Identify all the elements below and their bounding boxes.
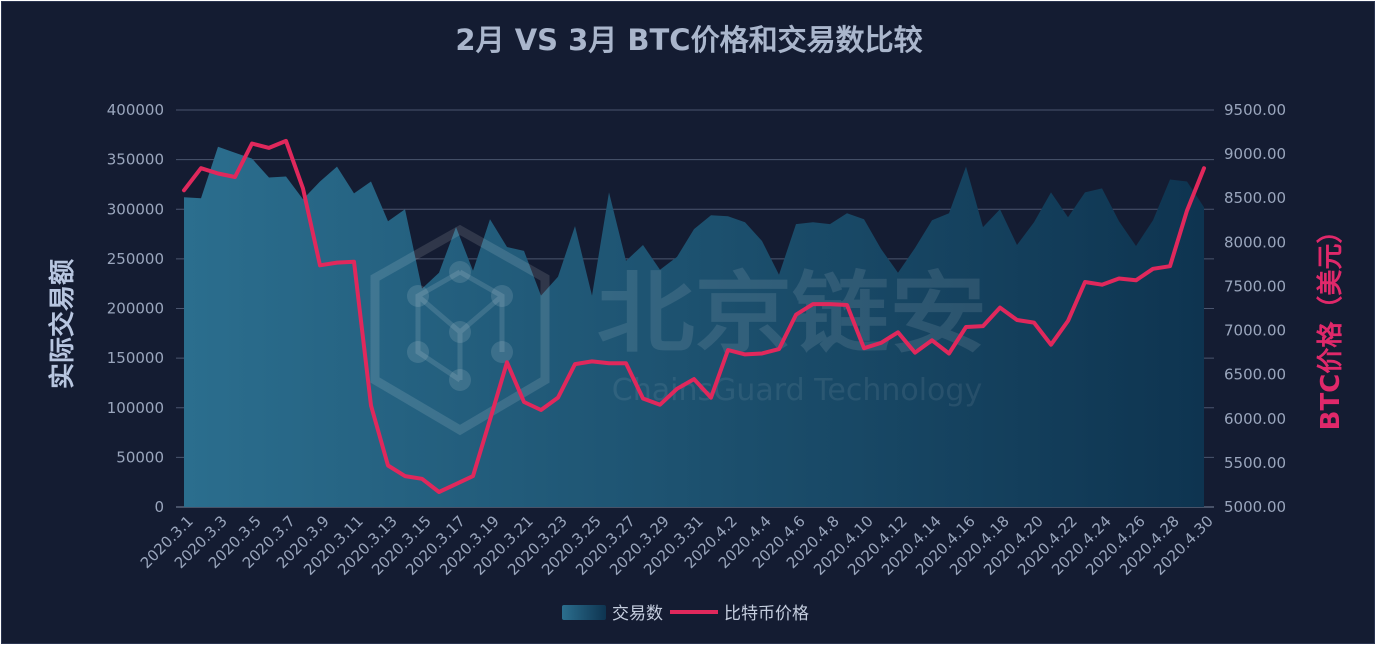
left-tick-label: 300000 — [107, 200, 164, 218]
right-tick-label: 6500.00 — [1224, 366, 1286, 384]
legend-swatch-area — [562, 605, 606, 620]
chart-title: 2月 VS 3月 BTC价格和交易数比较 — [455, 23, 922, 57]
right-tick-label: 9500.00 — [1224, 101, 1286, 119]
right-tick-label: 5000.00 — [1224, 498, 1286, 516]
right-axis-ticks: 5000.00 5500.00 6000.00 6500.00 7000.00 7500.… — [1224, 101, 1286, 516]
legend-label-area: 交易数 — [612, 604, 663, 624]
right-tick-label: 8500.00 — [1224, 189, 1286, 207]
legend-label-line: 比特币价格 — [724, 604, 809, 624]
series-area-transactions — [184, 146, 1204, 507]
watermark: 北京链安 ChainsGuard Technology — [370, 224, 987, 436]
left-tick-label: 50000 — [116, 448, 164, 466]
left-tick-label: 100000 — [107, 399, 164, 417]
right-tick-label: 5500.00 — [1224, 454, 1286, 472]
left-tick-label: 150000 — [107, 349, 164, 367]
right-tick-label: 9000.00 — [1224, 145, 1286, 163]
series-line-btc-price — [182, 138, 1206, 494]
chart-canvas: 2月 VS 3月 BTC价格和交易数比较 北京链安 ChainsGuard Te… — [47, 23, 1346, 624]
right-tick-label: 7000.00 — [1224, 322, 1286, 340]
x-axis-ticks: 2020.3.12020.3.32020.3.52020.3.72020.3.9… — [137, 512, 1217, 579]
series-line-layer — [182, 138, 1206, 494]
right-tick-label: 7500.00 — [1224, 277, 1286, 295]
left-tick-label: 200000 — [107, 300, 164, 318]
left-tick-label: 350000 — [107, 151, 164, 169]
right-tick-label: 8000.00 — [1224, 233, 1286, 251]
right-axis-label: BTC价格（美元） — [1315, 218, 1346, 431]
series-area-layer — [184, 146, 1204, 507]
watermark-name: 北京链安 — [597, 262, 987, 365]
left-axis-label: 实际交易额 — [47, 259, 78, 389]
left-tick-label: 250000 — [107, 250, 164, 268]
right-tick-label: 6000.00 — [1224, 410, 1286, 428]
legend: 交易数 比特币价格 — [562, 604, 809, 624]
left-tick-label: 400000 — [107, 101, 164, 119]
watermark-logo-icon — [370, 224, 550, 436]
left-axis-ticks: 0 50000 100000 150000 200000 250000 300000 3500… — [107, 101, 164, 516]
left-tick-label: 0 — [154, 498, 164, 516]
chart-frame: 2月 VS 3月 BTC价格和交易数比较 北京链安 ChainsGuard Te… — [1, 1, 1375, 644]
watermark-subtitle: ChainsGuard Technology — [612, 373, 982, 408]
